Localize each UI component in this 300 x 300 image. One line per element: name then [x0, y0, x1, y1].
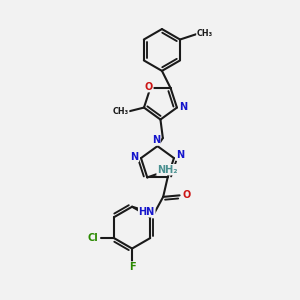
Text: CH₃: CH₃ — [112, 107, 129, 116]
Text: N: N — [152, 135, 160, 145]
Text: O: O — [182, 190, 190, 200]
Text: N: N — [130, 152, 139, 162]
Text: NH₂: NH₂ — [157, 165, 178, 175]
Text: CH₃: CH₃ — [197, 29, 213, 38]
Text: F: F — [129, 262, 135, 272]
Text: N: N — [179, 102, 187, 112]
Text: O: O — [145, 82, 153, 92]
Text: HN: HN — [139, 207, 155, 217]
Text: N: N — [176, 150, 184, 160]
Text: Cl: Cl — [87, 233, 98, 243]
